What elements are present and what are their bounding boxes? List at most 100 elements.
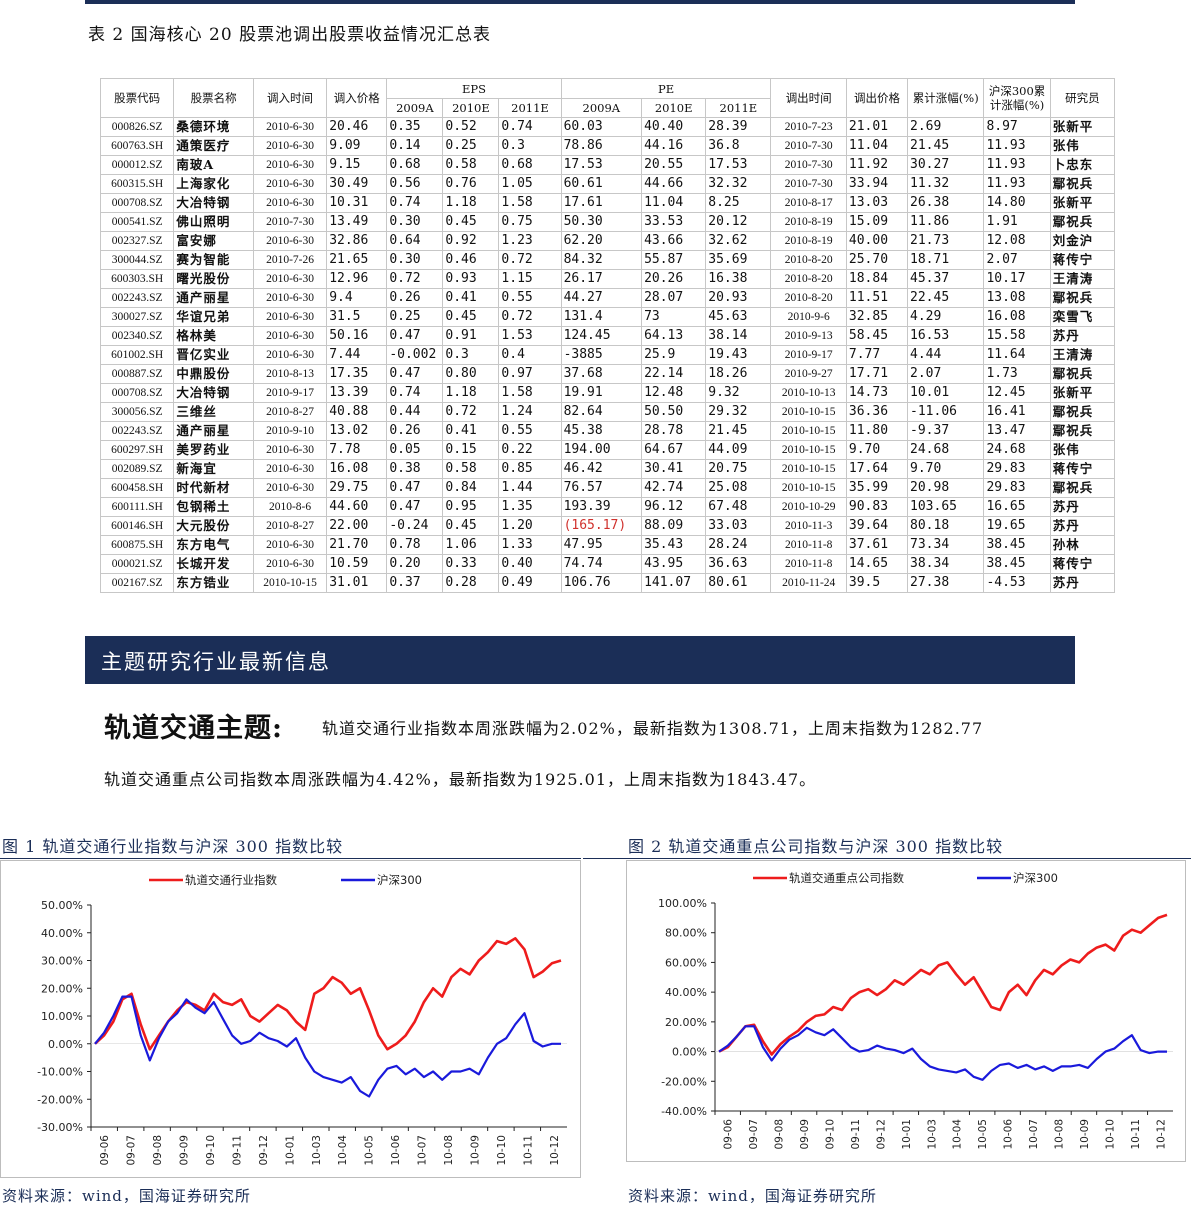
table-cell: 600763.SH xyxy=(99,136,175,156)
x-tick-label: 10-09 xyxy=(469,1135,481,1166)
table-cell: 10.59 xyxy=(326,554,388,574)
x-tick-label: 09-08 xyxy=(774,1119,786,1150)
table-cell: 13.08 xyxy=(983,288,1051,308)
table-cell: 0.47 xyxy=(386,478,444,498)
table-cell: 17.53 xyxy=(705,155,772,175)
chart-1-svg: 50.00% 40.00% 30.00% 20.00% 10.00% 0.00% -10.0… xyxy=(37,873,567,1166)
table-cell: 刘金沪 xyxy=(1049,231,1116,251)
table-row: 600875.SH 东方电气 2010-6-30 21.70 0.78 1.06 1.33 4… xyxy=(99,535,1116,555)
table-cell: 曙光股份 xyxy=(173,269,254,289)
table-cell: 0.75 xyxy=(498,212,562,232)
x-tick-label: 10-10 xyxy=(1104,1119,1116,1150)
table-row: 000021.SZ 长城开发 2010-6-30 10.59 0.20 0.33 0.40 7… xyxy=(99,554,1116,574)
table-cell: 0.85 xyxy=(498,459,562,479)
table-cell: 长城开发 xyxy=(173,554,254,574)
table-cell: 28.24 xyxy=(705,535,772,555)
table-row: 600315.SH 上海家化 2010-6-30 30.49 0.56 0.76 1.05 6… xyxy=(99,174,1116,194)
table-cell: 0.95 xyxy=(442,497,500,517)
table-cell: 0.47 xyxy=(386,497,444,517)
table-row: 000708.SZ 大冶特钢 2010-9-17 13.39 0.74 1.18 1.58 1… xyxy=(99,383,1116,403)
table-cell: 张新平 xyxy=(1049,383,1116,403)
table-cell: 2010-6-30 xyxy=(252,193,328,213)
table-cell: 7.78 xyxy=(326,440,388,460)
table-cell: 17.61 xyxy=(560,193,643,213)
table-cell: 0.78 xyxy=(386,535,444,555)
table-cell: 0.80 xyxy=(442,364,500,384)
table-cell: 2010-6-30 xyxy=(252,288,328,308)
figure-1-caption: 图 1 轨道交通行业指数与沪深 300 指数比较 xyxy=(2,837,344,856)
table-cell: 600315.SH xyxy=(99,174,175,194)
table-cell: 14.73 xyxy=(845,383,909,403)
table-cell: 17.53 xyxy=(560,155,643,175)
table-row: 002327.SZ 富安娜 2010-6-30 32.86 0.64 0.92 1.23 62… xyxy=(99,231,1116,251)
x-tick-label: 10-08 xyxy=(1054,1119,1066,1150)
table-cell: 鄢祝兵 xyxy=(1049,478,1116,498)
table-cell: 17.64 xyxy=(845,459,909,479)
table-cell: 22.14 xyxy=(641,364,707,384)
table-cell: 21.65 xyxy=(326,250,388,270)
table-cell: 0.3 xyxy=(442,345,500,365)
table-row: 600146.SH 大元股份 2010-8-27 22.00 -0.24 0.45 1.20… xyxy=(99,516,1116,536)
figure-1-source: 资料来源：wind，国海证券研究所 xyxy=(2,1187,251,1205)
table-cell: 60.61 xyxy=(560,174,643,194)
table-cell: 000541.SZ xyxy=(99,212,175,232)
table-cell: 38.34 xyxy=(907,554,985,574)
table-row: 300056.SZ 三维丝 2010-8-27 40.88 0.44 0.72 1.24 82… xyxy=(99,402,1116,422)
table-cell: 1.18 xyxy=(442,383,500,403)
table-cell: 鄢祝兵 xyxy=(1049,212,1116,232)
table-cell: 17.71 xyxy=(845,364,909,384)
table-cell: 2010-7-23 xyxy=(770,117,847,137)
header-eps-2009a: 2009A xyxy=(386,98,444,118)
table-cell: 29.32 xyxy=(705,402,772,422)
table-cell: 80.61 xyxy=(705,573,772,593)
table-row: 000826.SZ 桑德环境 2010-6-30 20.46 0.35 0.52 0.74 6… xyxy=(99,117,1116,137)
table-cell: 0.25 xyxy=(442,136,500,156)
table-cell: 4.29 xyxy=(907,307,985,327)
table-cell: 新海宜 xyxy=(173,459,254,479)
table-cell: 21.73 xyxy=(907,231,985,251)
table-cell: 中鼎股份 xyxy=(173,364,254,384)
table-cell: 2010-10-15 xyxy=(770,421,847,441)
table-cell: 2010-11-8 xyxy=(770,554,847,574)
table-cell: 0.37 xyxy=(386,573,444,593)
table-cell: 0.93 xyxy=(442,269,500,289)
theme-summary-companies: 轨道交通重点公司指数本周涨跌幅为4.42%，最新指数为1925.01，上周末指数… xyxy=(104,770,817,789)
table-cell: 13.47 xyxy=(983,421,1051,441)
table-cell: 16.08 xyxy=(983,307,1051,327)
table-cell: 0.91 xyxy=(442,326,500,346)
header-name: 股票名称 xyxy=(173,78,254,118)
table-cell: 富安娜 xyxy=(173,231,254,251)
y-tick-label: 0.00% xyxy=(672,1046,707,1059)
table-cell: 194.00 xyxy=(560,440,643,460)
table-cell: 2010-7-30 xyxy=(770,136,847,156)
table-cell: 2.07 xyxy=(983,250,1051,270)
table-cell: 44.16 xyxy=(641,136,707,156)
table-cell: 25.9 xyxy=(641,345,707,365)
table-cell: 600303.SH xyxy=(99,269,175,289)
series-line-0 xyxy=(718,913,1168,1056)
x-tick-label: 10-07 xyxy=(1028,1119,1040,1150)
table-cell: 蒋传宁 xyxy=(1049,459,1116,479)
y-tick-label: 100.00% xyxy=(658,897,707,910)
table-cell: 张新平 xyxy=(1049,117,1116,137)
table-cell: 苏丹 xyxy=(1049,516,1116,536)
table-cell: 46.42 xyxy=(560,459,643,479)
table-cell: 45.37 xyxy=(907,269,985,289)
table-cell: 2010-8-19 xyxy=(770,231,847,251)
legend-label: 沪深300 xyxy=(1013,871,1058,885)
table-row: 600303.SH 曙光股份 2010-6-30 12.96 0.72 0.93 1.15 2… xyxy=(99,269,1116,289)
table-cell: 14.65 xyxy=(845,554,909,574)
y-tick-label: 30.00% xyxy=(41,955,83,968)
table-cell: 1.33 xyxy=(498,535,562,555)
table-cell: 蒋传宁 xyxy=(1049,554,1116,574)
table-cell: 2010-6-30 xyxy=(252,459,328,479)
table-cell: 南玻A xyxy=(173,155,254,175)
header-in-date: 调入时间 xyxy=(252,78,328,118)
table-cell: 26.38 xyxy=(907,193,985,213)
table-cell: 18.84 xyxy=(845,269,909,289)
table-cell: 11.04 xyxy=(641,193,707,213)
table-cell: 桑德环境 xyxy=(173,117,254,137)
table-cell: 000708.SZ xyxy=(99,383,175,403)
table-cell: 2010-8-17 xyxy=(770,193,847,213)
table-cell: 31.01 xyxy=(326,573,388,593)
